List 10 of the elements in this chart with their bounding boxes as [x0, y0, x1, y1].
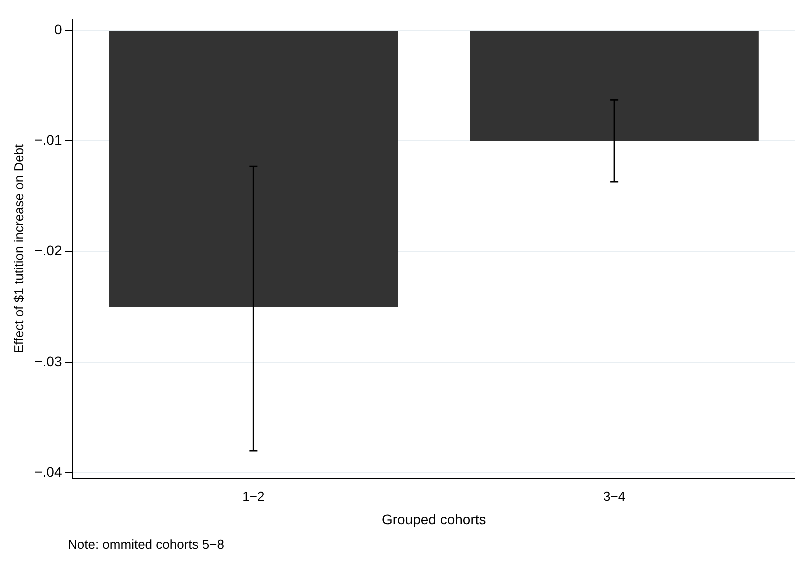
y-tick-label: −.01 — [34, 132, 62, 148]
x-axis-title: Grouped cohorts — [382, 511, 486, 528]
y-axis-title: Effect of $1 tutition increase on Debt — [11, 144, 26, 354]
text: Note: ommited cohorts 5−8 — [68, 537, 226, 552]
y-tick-label: 0 — [54, 21, 62, 38]
y-tick-label: −.03 — [34, 353, 62, 370]
y-tick-label: −.02 — [34, 242, 62, 259]
y-tick-label: −.04 — [34, 464, 62, 480]
x-tick-label: 1−2 — [242, 488, 265, 504]
x-tick-label: 3−4 — [604, 488, 626, 504]
